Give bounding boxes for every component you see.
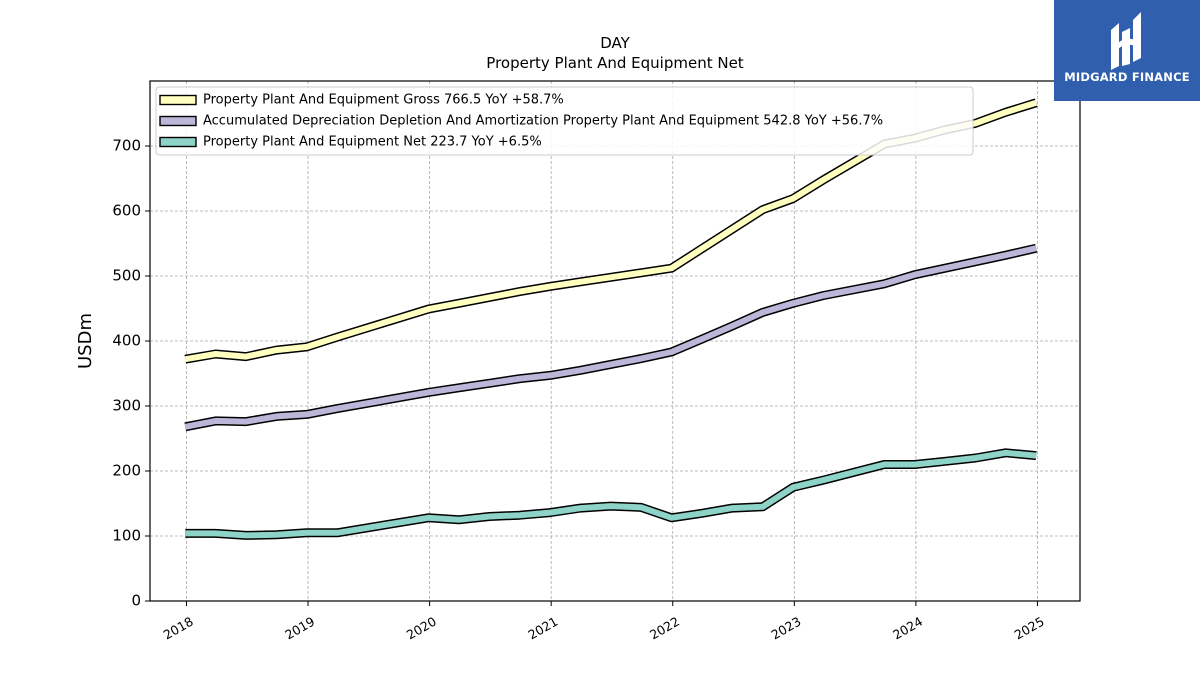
y-tick-label: 0	[131, 592, 141, 610]
midgard-finance-logo: MIDGARD FINANCE	[1054, 0, 1200, 101]
grid	[150, 81, 1080, 602]
logo-text: MIDGARD FINANCE	[1064, 70, 1190, 84]
series-1-line	[184, 245, 1037, 430]
x-tick-label: 2020	[404, 614, 439, 643]
y-tick-label: 400	[112, 332, 141, 350]
legend: Property Plant And Equipment Gross 766.5…	[155, 86, 974, 156]
y-tick-label: 300	[112, 397, 141, 415]
x-tick-label: 2025	[1012, 614, 1047, 643]
legend-label: Property Plant And Equipment Net 223.7 Y…	[203, 135, 542, 150]
series-layer	[184, 98, 1038, 540]
x-tick-label: 2018	[161, 614, 196, 643]
y-axis-label: USDm	[75, 313, 96, 369]
x-tick-label: 2024	[890, 614, 925, 643]
chart-subtitle: Property Plant And Equipment Net	[486, 54, 743, 72]
x-tick-label: 2023	[769, 614, 804, 643]
legend-box	[155, 86, 974, 156]
y-tick-label: 100	[112, 527, 141, 545]
legend-label: Accumulated Depreciation Depletion And A…	[203, 114, 883, 129]
legend-label: Property Plant And Equipment Gross 766.5…	[203, 93, 564, 108]
y-tick-label: 200	[112, 462, 141, 480]
legend-swatch	[159, 94, 197, 106]
x-tick-label: 2022	[647, 614, 682, 643]
y-tick-label: 700	[112, 137, 141, 155]
x-tick-label: 2019	[282, 614, 317, 643]
y-tick-label: 600	[112, 202, 141, 220]
axes: 2018 2019 2020 2021 2022 2023 2024 2025 0 100 200 3…	[112, 137, 1046, 643]
series-2-line	[185, 449, 1037, 539]
y-tick-label: 500	[112, 267, 141, 285]
x-tick-label: 2021	[525, 614, 560, 643]
logo-mark-icon	[1111, 12, 1141, 70]
legend-swatch	[159, 115, 197, 127]
chart-title: DAY	[600, 34, 630, 52]
legend-swatch	[159, 136, 197, 148]
